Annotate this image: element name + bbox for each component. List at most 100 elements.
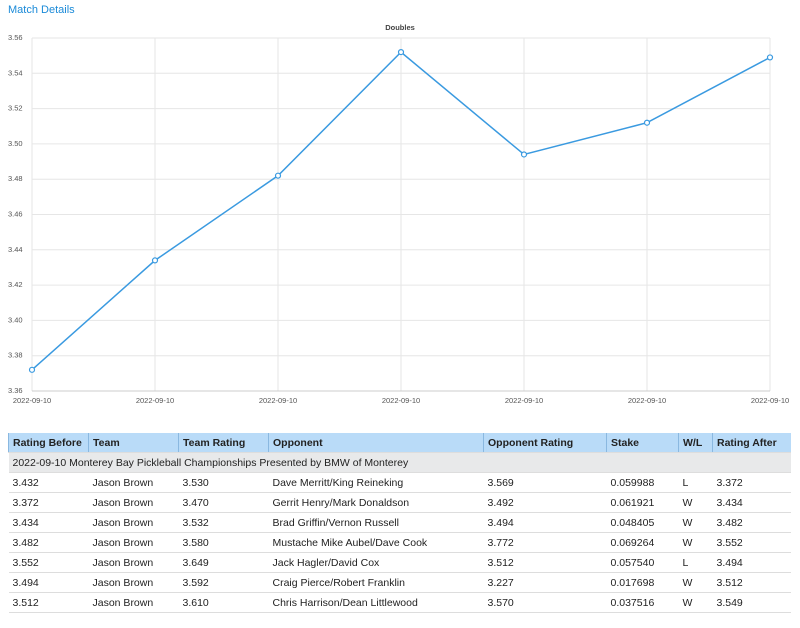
- group-title: 2022-09-10 Monterey Bay Pickleball Champ…: [8, 452, 791, 473]
- table-cell: W: [678, 492, 713, 513]
- table-cell: Gerrit Henry/Mark Donaldson: [268, 492, 484, 513]
- column-header: Rating Before: [8, 433, 89, 453]
- column-header: Rating After: [712, 433, 791, 453]
- table-cell: 3.512: [8, 592, 89, 613]
- y-tick-label: 3.44: [8, 245, 23, 254]
- table-cell: 0.061921: [606, 492, 679, 513]
- table-cell: 3.434: [8, 512, 89, 533]
- y-tick-label: 3.36: [8, 386, 23, 395]
- header-row: Rating Before Team Team Rating Opponent Oppo…: [8, 433, 791, 453]
- table-cell: 3.549: [712, 592, 791, 613]
- y-tick-label: 3.42: [8, 280, 23, 289]
- table-cell: 0.037516: [606, 592, 679, 613]
- data-point: [274, 172, 282, 179]
- table-cell: 3.532: [178, 512, 269, 533]
- table-cell: Jason Brown: [88, 592, 179, 613]
- table-cell: Jason Brown: [88, 512, 179, 533]
- table-cell: 3.512: [483, 552, 607, 573]
- x-tick-label: 2022-09-10: [382, 396, 420, 405]
- table-cell: 3.580: [178, 532, 269, 553]
- table-cell: Jack Hagler/David Cox: [268, 552, 484, 573]
- table-cell: 3.470: [178, 492, 269, 513]
- group-row: 2022-09-10 Monterey Bay Pickleball Champ…: [8, 452, 791, 473]
- x-tick-label: 2022-09-10: [13, 396, 51, 405]
- table-row: 3.372 Jason Brown 3.470 Gerrit Henry/Mark D…: [8, 492, 791, 513]
- table-cell: 0.017698: [606, 572, 679, 593]
- table-cell: Jason Brown: [88, 552, 179, 573]
- table-cell: 3.434: [712, 492, 791, 513]
- table-cell: L: [678, 552, 713, 573]
- y-tick-label: 3.38: [8, 351, 23, 360]
- table-row: 3.494 Jason Brown 3.592 Craig Pierce/Robert…: [8, 572, 791, 593]
- x-tick-label: 2022-09-10: [628, 396, 666, 405]
- y-tick-label: 3.50: [8, 139, 23, 148]
- data-point: [151, 257, 159, 264]
- table-cell: 3.494: [483, 512, 607, 533]
- table-cell: Dave Merritt/King Reineking: [268, 472, 484, 493]
- chart-title: Doubles: [385, 23, 415, 32]
- table-cell: 3.610: [178, 592, 269, 613]
- table-cell: 0.048405: [606, 512, 679, 533]
- table-cell: 3.569: [483, 472, 607, 493]
- data-point: [643, 119, 651, 126]
- column-header: Opponent: [268, 433, 484, 453]
- table-cell: Craig Pierce/Robert Franklin: [268, 572, 484, 593]
- column-header: W/L: [678, 433, 713, 453]
- table-cell: 0.057540: [606, 552, 679, 573]
- table-cell: 3.570: [483, 592, 607, 613]
- y-tick-label: 3.56: [8, 33, 23, 42]
- column-header: Team: [88, 433, 179, 453]
- table-cell: 3.227: [483, 572, 607, 593]
- table-row: 3.512 Jason Brown 3.610 Chris Harrison/Dean…: [8, 592, 791, 613]
- table-cell: 3.492: [483, 492, 607, 513]
- table-cell: L: [678, 472, 713, 493]
- table-cell: 3.772: [483, 532, 607, 553]
- x-tick-label: 2022-09-10: [751, 396, 789, 405]
- table-cell: 3.482: [8, 532, 89, 553]
- data-point: [397, 49, 405, 56]
- data-point: [520, 151, 528, 158]
- x-tick-label: 2022-09-10: [505, 396, 543, 405]
- table-cell: 3.372: [712, 472, 791, 493]
- table-row: 3.432 Jason Brown 3.530 Dave Merritt/King R…: [8, 472, 791, 493]
- table-cell: W: [678, 592, 713, 613]
- chart: Doubles 3.36 3.38 3.40 3.42 3.44 3.46 3.48 3.50…: [8, 23, 789, 405]
- table-cell: 3.649: [178, 552, 269, 573]
- column-header: Stake: [606, 433, 679, 453]
- match-table: Rating Before Team Team Rating Opponent Oppo…: [8, 433, 791, 613]
- table-cell: 3.530: [178, 472, 269, 493]
- table-row: 3.434 Jason Brown 3.532 Brad Griffin/Vernon…: [8, 512, 791, 533]
- table-cell: W: [678, 572, 713, 593]
- y-tick-label: 3.46: [8, 209, 23, 218]
- table-cell: 3.372: [8, 492, 89, 513]
- y-tick-label: 3.52: [8, 104, 23, 113]
- table-cell: 0.069264: [606, 532, 679, 553]
- table-cell: 3.494: [8, 572, 89, 593]
- y-tick-label: 3.40: [8, 315, 23, 324]
- y-tick-label: 3.54: [8, 68, 23, 77]
- table-row: 3.552 Jason Brown 3.649 Jack Hagler/David C…: [8, 552, 791, 573]
- column-header: Opponent Rating: [483, 433, 607, 453]
- table-cell: Jason Brown: [88, 492, 179, 513]
- table-cell: Jason Brown: [88, 472, 179, 493]
- table-body: 2022-09-10 Monterey Bay Pickleball Champ…: [8, 452, 791, 613]
- table-row: 3.482 Jason Brown 3.580 Mustache Mike Aubel…: [8, 532, 791, 553]
- table-cell: 3.592: [178, 572, 269, 593]
- table-cell: Chris Harrison/Dean Littlewood: [268, 592, 484, 613]
- x-tick-label: 2022-09-10: [136, 396, 174, 405]
- header-link[interactable]: Match Details: [8, 4, 75, 16]
- column-header: Team Rating: [178, 433, 269, 453]
- table-cell: 3.552: [8, 552, 89, 573]
- table-cell: Jason Brown: [88, 572, 179, 593]
- table-cell: Brad Griffin/Vernon Russell: [268, 512, 484, 533]
- table-cell: 3.494: [712, 552, 791, 573]
- y-tick-label: 3.48: [8, 174, 23, 183]
- table-cell: 3.512: [712, 572, 791, 593]
- table-cell: Mustache Mike Aubel/Dave Cook: [268, 532, 484, 553]
- table-cell: Jason Brown: [88, 532, 179, 553]
- table-cell: 3.432: [8, 472, 89, 493]
- data-point: [28, 366, 36, 373]
- table-cell: W: [678, 512, 713, 533]
- table-cell: 0.059988: [606, 472, 679, 493]
